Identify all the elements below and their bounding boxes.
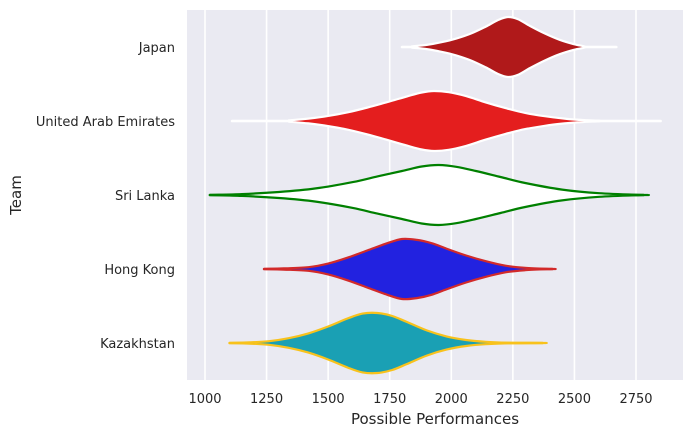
- violin-body: [287, 89, 603, 153]
- violin-kazakhstan: [228, 311, 548, 375]
- y-axis-title: Team: [7, 175, 25, 216]
- violin-united-arab-emirates: [230, 89, 662, 153]
- x-tick-label: 2750: [619, 392, 652, 407]
- y-tick-labels: Japan United Arab Emirates Sri Lanka Hong K…: [36, 41, 175, 352]
- x-tick-label: 1750: [373, 392, 406, 407]
- x-tick-label: 1000: [188, 392, 221, 407]
- x-tick-label: 2000: [435, 392, 468, 407]
- violin-body: [208, 163, 651, 227]
- violin-body: [228, 311, 548, 375]
- x-tick-labels: 1000 1250 1500 1750 2000 2250 2500 2750: [188, 392, 652, 407]
- y-tick-label: United Arab Emirates: [36, 115, 175, 130]
- violin-body: [263, 237, 557, 301]
- y-tick-label: Sri Lanka: [115, 189, 175, 204]
- x-tick-label: 1500: [312, 392, 345, 407]
- x-tick-label: 1250: [250, 392, 283, 407]
- violins: [208, 15, 662, 375]
- violin-hong-kong: [262, 237, 557, 301]
- x-tick-label: 2500: [558, 392, 591, 407]
- violin-japan: [400, 15, 618, 79]
- violin-sri-lanka: [208, 163, 651, 227]
- y-tick-label: Kazakhstan: [100, 337, 175, 352]
- x-tick-label: 2250: [496, 392, 529, 407]
- violin-body: [410, 15, 587, 79]
- x-axis-title: Possible Performances: [351, 410, 519, 428]
- y-tick-label: Hong Kong: [104, 263, 175, 278]
- y-tick-label: Japan: [138, 41, 175, 56]
